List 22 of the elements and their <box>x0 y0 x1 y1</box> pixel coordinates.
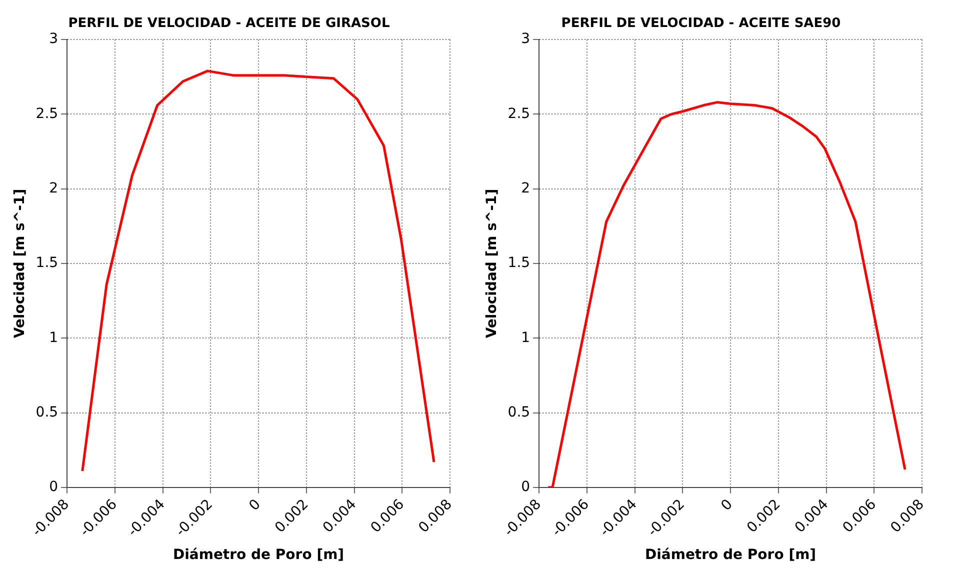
y-tick-label: 3 <box>521 31 530 48</box>
x-tick-label: 0 <box>246 496 264 514</box>
y-tick-label: 0 <box>521 479 530 496</box>
chart-title: PERFIL DE VELOCIDAD - ACEITE DE GIRASOL <box>68 16 390 32</box>
y-tick-label: 3 <box>49 31 58 48</box>
x-axis-title: Diámetro de Poro [m] <box>172 547 344 564</box>
y-tick-label: 2.5 <box>508 106 530 122</box>
y-tick-label: 2.5 <box>36 106 58 122</box>
y-tick-label: 1.5 <box>508 255 530 272</box>
y-tick-label: 1.5 <box>36 255 58 272</box>
y-axis-title: Velocidad [m s^-1] <box>484 188 500 338</box>
y-tick-label: 0.5 <box>508 404 530 420</box>
y-tick-label: 0 <box>49 479 58 496</box>
y-tick-label: 0.5 <box>36 404 58 420</box>
y-axis-title: Velocidad [m s^-1] <box>12 188 28 338</box>
y-tick-label: 1 <box>49 330 58 346</box>
x-tick-label: 0 <box>718 496 736 514</box>
chart-title: PERFIL DE VELOCIDAD - ACEITE SAE90 <box>561 16 841 32</box>
x-axis-title: Diámetro de Poro [m] <box>644 547 816 564</box>
y-tick-label: 1 <box>521 330 530 346</box>
y-tick-label: 2 <box>49 180 58 197</box>
y-tick-label: 2 <box>521 180 530 197</box>
